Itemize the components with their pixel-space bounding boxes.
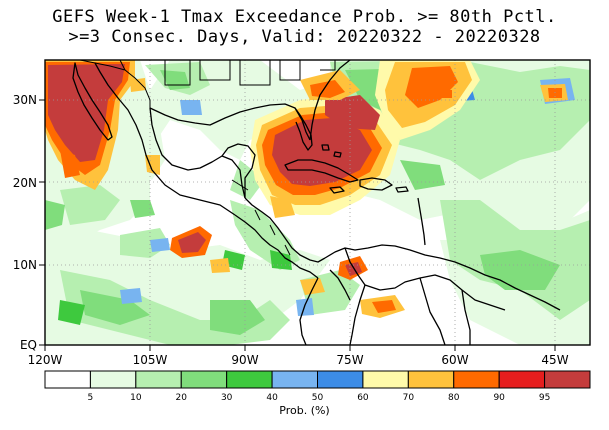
map-grid	[45, 60, 590, 345]
colorbar-tick-label: 90	[493, 393, 505, 403]
colorbar-tick-labels: 5 10 20 30 40 50 60 70 80 90 95	[88, 393, 551, 403]
map-area	[45, 60, 590, 345]
colorbar-swatch	[44, 370, 91, 389]
colorbar-swatch	[226, 370, 273, 389]
colorbar-tick-label: 60	[357, 393, 369, 403]
colorbar-swatch	[407, 370, 455, 389]
lon-label-75w: 75W	[336, 353, 363, 367]
colorbar-tick-label: 10	[130, 393, 142, 403]
colorbar-swatch	[135, 370, 182, 389]
lon-label-120w: 120W	[28, 353, 63, 367]
colorbar-tick-label: 50	[312, 393, 324, 403]
colorbar-tick-label: 95	[539, 393, 550, 403]
colorbar-swatch	[544, 370, 591, 389]
lon-label-105w: 105W	[133, 353, 168, 367]
coastlines	[72, 60, 561, 345]
lon-label-90w: 90W	[231, 353, 258, 367]
colorbar-swatch	[317, 370, 364, 389]
political-borders	[79, 60, 336, 256]
map-title-line1: GEFS Week-1 Tmax Exceedance Prob. >= 80t…	[52, 7, 557, 27]
axis-ticks	[39, 99, 556, 351]
colorbar-tick-label: 5	[88, 393, 94, 403]
lat-label-30n: 30N	[13, 93, 37, 107]
colorbar	[44, 370, 591, 389]
colorbar-tick-label: 20	[176, 393, 188, 403]
lon-label-60w: 60W	[441, 353, 468, 367]
colorbar-swatch	[498, 370, 546, 389]
colorbar-swatch	[453, 370, 500, 389]
map-title-line2: >=3 Consec. Days, Valid: 20220322 - 2022…	[68, 27, 541, 47]
lat-label-eq: EQ	[20, 338, 37, 352]
map-frame	[44, 59, 591, 346]
colorbar-swatch	[271, 370, 319, 389]
lat-label-20n: 20N	[13, 176, 37, 190]
colorbar-tick-label: 30	[221, 393, 233, 403]
colorbar-tick-label: 80	[448, 393, 460, 403]
colorbar-swatch	[180, 370, 228, 389]
colorbar-tick-label: 70	[403, 393, 415, 403]
lat-label-10n: 10N	[13, 258, 37, 272]
colorbar-swatch	[362, 370, 409, 389]
colorbar-tick-label: 40	[266, 393, 278, 403]
colorbar-swatch	[89, 370, 137, 389]
colorbar-label: Prob. (%)	[279, 404, 330, 417]
lon-label-45w: 45W	[541, 353, 568, 367]
